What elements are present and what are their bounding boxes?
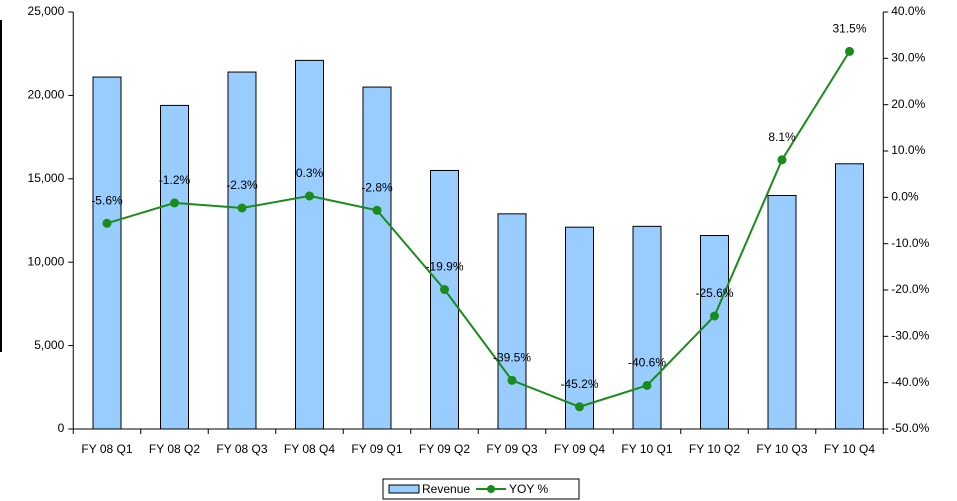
y2-tick-label: 20.0% xyxy=(891,97,925,111)
bar xyxy=(497,213,527,430)
y2-tick-label: -10.0% xyxy=(891,236,929,250)
x-tick-label: FY 10 Q3 xyxy=(756,442,807,456)
point xyxy=(305,191,314,201)
bar xyxy=(565,226,594,430)
y-tick-label: 10,000 xyxy=(28,254,65,268)
x-tick-label: FY 10 Q4 xyxy=(824,442,875,456)
point xyxy=(170,198,179,208)
y-tick-label: 0 xyxy=(58,421,65,435)
point xyxy=(507,375,517,385)
value-label: 31.5% xyxy=(832,22,866,36)
legend-label: YOY % xyxy=(509,482,548,496)
legend-swatch xyxy=(487,485,496,493)
x-tick-label: FY 08 Q3 xyxy=(216,442,267,456)
value-label: -19.9% xyxy=(425,260,463,274)
bar xyxy=(700,235,729,430)
value-label: -25.6% xyxy=(695,286,733,300)
y-tick-label: 5,000 xyxy=(34,338,64,352)
value-label: -2.8% xyxy=(361,180,393,194)
value-label: -39.5% xyxy=(493,351,531,365)
legend-label: Revenue xyxy=(422,482,470,496)
value-label: -1.2% xyxy=(159,173,191,187)
y2-tick-label: 40.0% xyxy=(891,4,925,18)
value-label: -5.6% xyxy=(91,193,123,207)
bar xyxy=(160,104,189,430)
y2-tick-label: -40.0% xyxy=(891,375,929,389)
value-label: 8.1% xyxy=(768,130,796,144)
value-label: -40.6% xyxy=(628,356,666,370)
line xyxy=(106,50,851,408)
value-label: -45.2% xyxy=(560,377,598,391)
bar xyxy=(835,163,864,430)
y2-tick-label: 30.0% xyxy=(891,51,925,65)
y-tick-label: 15,000 xyxy=(28,171,65,185)
x-tick-label: FY 08 Q4 xyxy=(284,442,335,456)
bar xyxy=(362,86,392,430)
point xyxy=(642,380,652,390)
value-label: 0.3% xyxy=(296,166,324,180)
point xyxy=(845,46,854,56)
x-tick-label: FY 09 Q4 xyxy=(554,442,605,456)
y2-tick-label: -20.0% xyxy=(891,282,929,296)
bar xyxy=(430,169,459,430)
y2-tick-label: -50.0% xyxy=(891,421,929,435)
x-tick-label: FY 10 Q2 xyxy=(689,442,740,456)
x-tick-label: FY 09 Q1 xyxy=(351,442,402,456)
x-tick-label: FY 09 Q2 xyxy=(419,442,470,456)
y-tick-label: 25,000 xyxy=(28,4,65,18)
legend-swatch xyxy=(388,484,420,494)
y2-tick-label: 10.0% xyxy=(891,143,925,157)
x-tick-label: FY 08 Q2 xyxy=(149,442,200,456)
y2-tick-label: -30.0% xyxy=(891,329,929,343)
point xyxy=(777,155,787,165)
x-tick-label: FY 09 Q3 xyxy=(486,442,537,456)
y-tick-label: 20,000 xyxy=(28,88,65,102)
x-tick-label: FY 08 Q1 xyxy=(81,442,132,456)
point xyxy=(372,205,382,215)
point xyxy=(237,203,247,213)
legend: Revenue YOY % xyxy=(382,478,580,500)
y2-tick-label: 0.0% xyxy=(891,190,919,204)
point xyxy=(575,402,584,412)
point xyxy=(102,218,112,228)
bar xyxy=(295,59,324,430)
bar xyxy=(227,71,257,430)
bar xyxy=(92,76,122,430)
bar xyxy=(767,194,797,430)
point xyxy=(710,311,719,321)
x-tick-label: FY 10 Q1 xyxy=(621,442,672,456)
point xyxy=(440,285,449,295)
value-label: -2.3% xyxy=(226,178,258,192)
bar xyxy=(632,225,662,430)
